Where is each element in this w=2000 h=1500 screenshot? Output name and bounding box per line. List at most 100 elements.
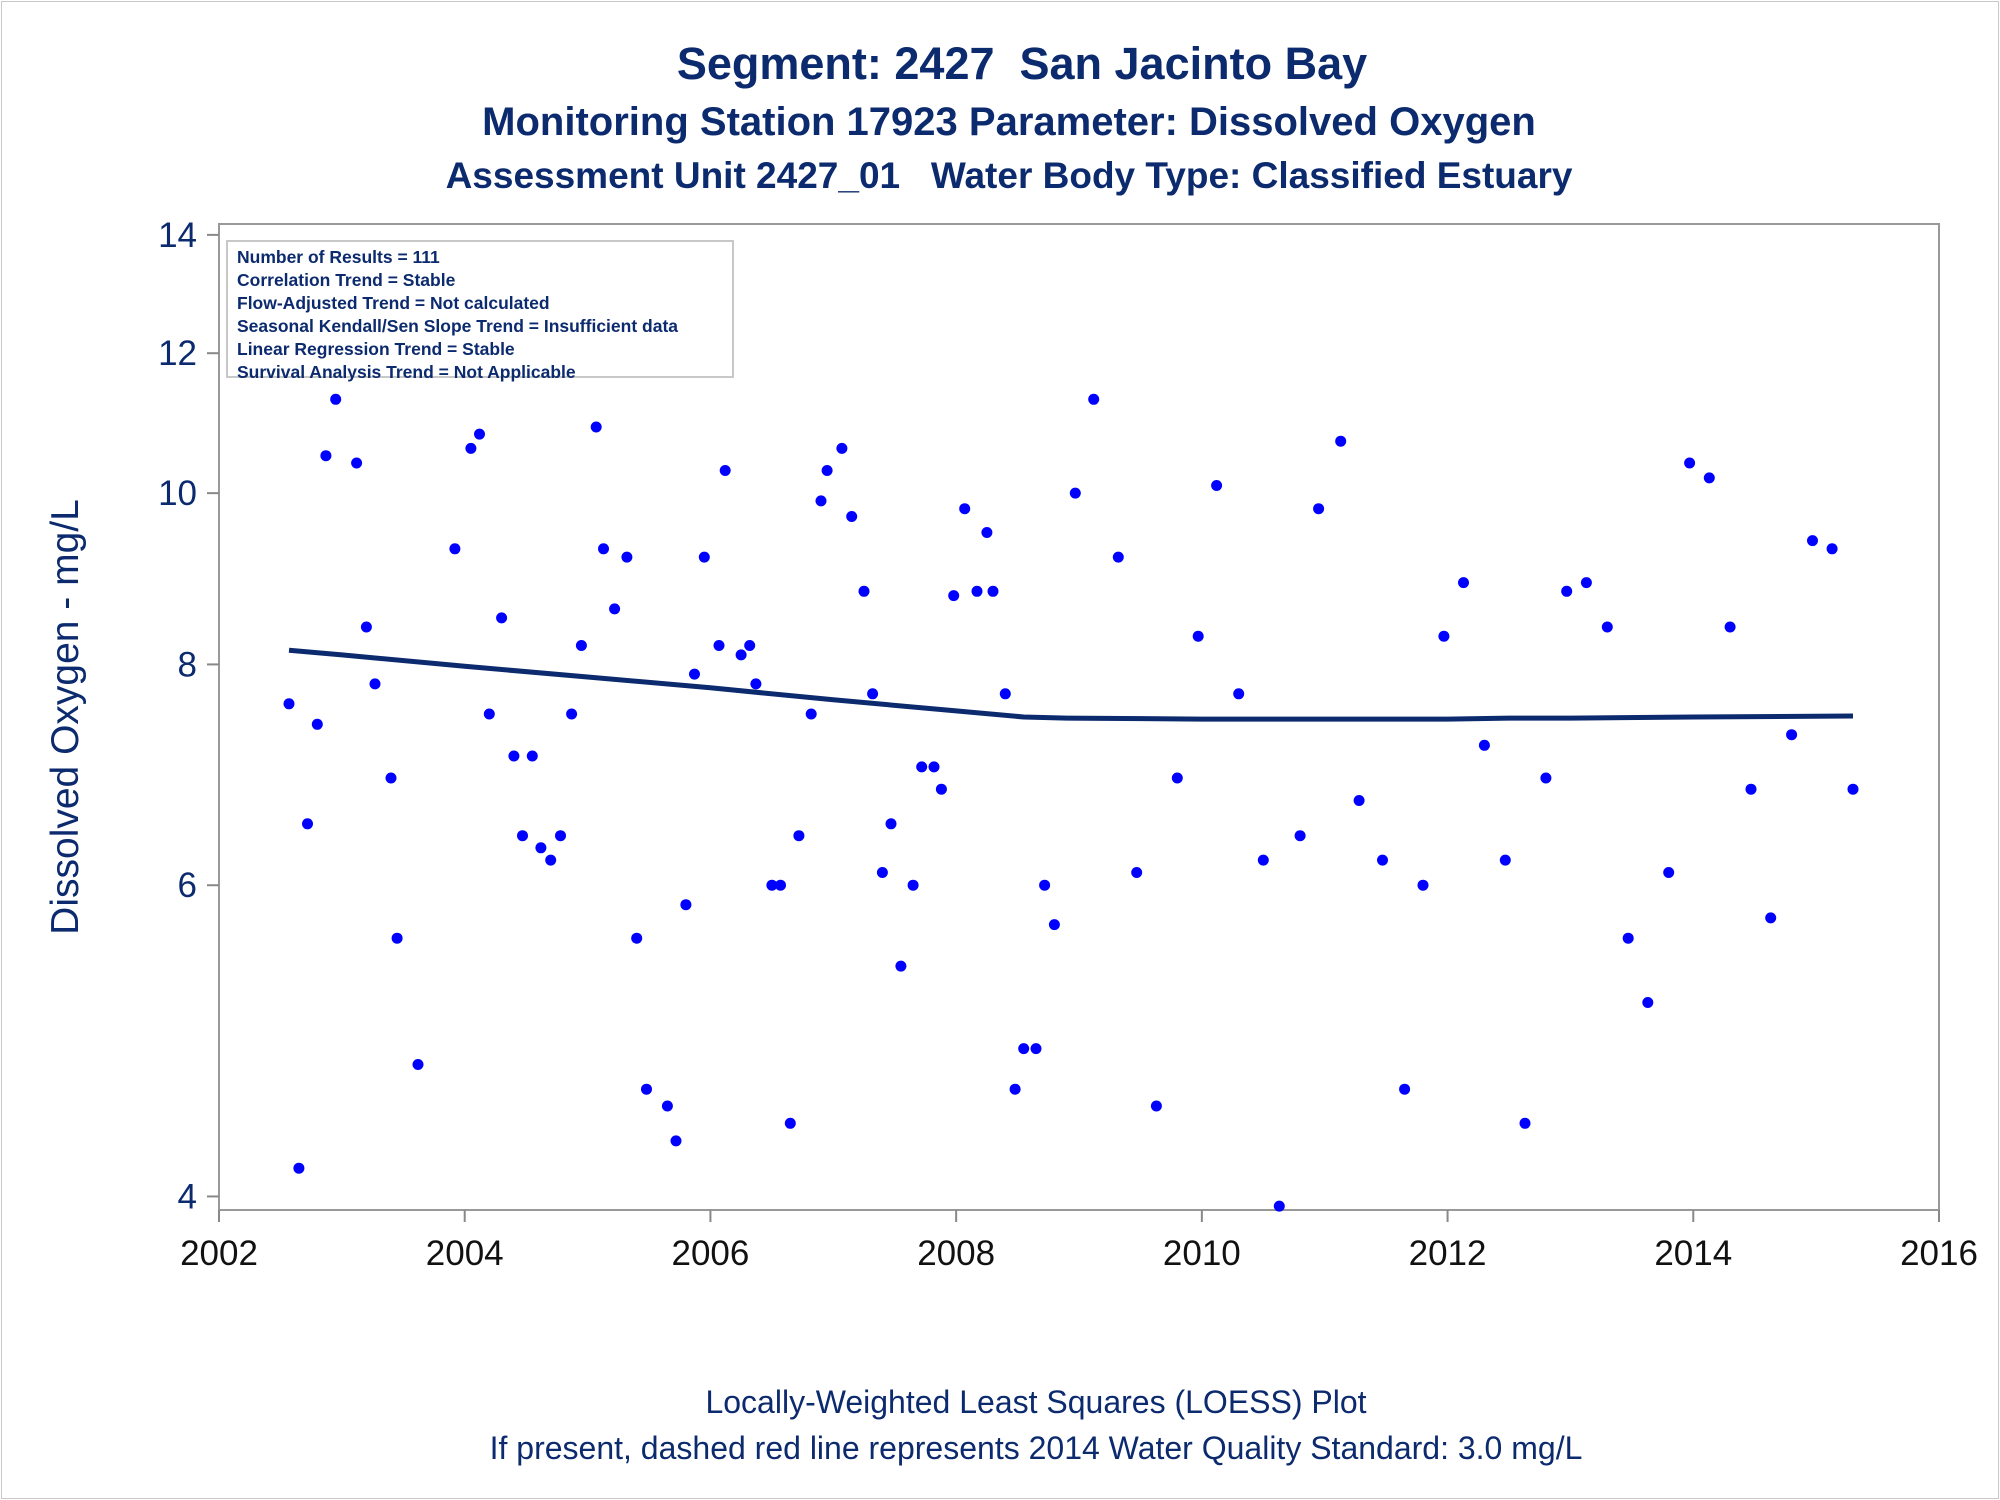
data-point	[526, 750, 538, 762]
data-point	[631, 932, 643, 944]
data-point	[1745, 783, 1757, 795]
data-point	[1313, 503, 1325, 515]
data-point	[1417, 879, 1429, 891]
data-point	[391, 932, 403, 944]
data-point	[971, 585, 983, 597]
y-tick-label: 6	[178, 866, 197, 905]
data-point	[555, 830, 566, 842]
stats-box: Number of Results = 111 Correlation Tren…	[226, 240, 734, 382]
data-point	[369, 678, 381, 690]
data-point	[1622, 932, 1634, 944]
stats-seasonal-kendall: Seasonal Kendall/Sen Slope Trend = Insuf…	[237, 316, 679, 336]
data-point	[1112, 551, 1124, 563]
y-tick-label: 4	[178, 1177, 197, 1216]
data-point	[598, 543, 609, 555]
data-point	[1048, 919, 1060, 931]
data-point	[1257, 854, 1269, 866]
data-point	[283, 698, 295, 710]
data-point	[999, 688, 1011, 700]
data-point	[1786, 729, 1798, 741]
data-point	[867, 688, 879, 700]
y-tick-label: 14	[158, 216, 197, 255]
data-point	[1807, 535, 1818, 547]
x-tick-label: 2002	[180, 1234, 258, 1273]
data-point	[680, 899, 692, 911]
data-point	[1377, 854, 1388, 866]
data-point	[590, 421, 602, 433]
data-point	[517, 830, 528, 842]
data-point	[719, 465, 731, 476]
data-point	[766, 879, 778, 891]
data-point	[1765, 912, 1777, 924]
data-point	[545, 854, 557, 866]
data-point	[412, 1059, 424, 1070]
data-point	[1353, 795, 1365, 806]
data-point	[928, 761, 940, 773]
data-point	[1088, 393, 1100, 405]
y-tick-label: 8	[178, 645, 197, 684]
x-tick-label: 2016	[1900, 1234, 1978, 1273]
x-tick-label: 2004	[426, 1234, 504, 1273]
data-point	[750, 678, 762, 690]
data-point	[948, 590, 960, 602]
data-point	[621, 551, 633, 563]
data-point	[981, 527, 993, 538]
data-point	[784, 1117, 796, 1129]
data-point	[1018, 1043, 1030, 1055]
x-tick-label: 2010	[1163, 1234, 1241, 1273]
data-point	[302, 818, 313, 830]
data-point	[1009, 1083, 1021, 1095]
stats-flow-adjusted: Flow-Adjusted Trend = Not calculated	[237, 293, 550, 313]
data-point	[735, 649, 747, 661]
chart-subtitle: Monitoring Station 17923 Parameter: Diss…	[482, 100, 1536, 144]
data-point	[1294, 830, 1306, 842]
data-point	[1211, 480, 1223, 491]
data-point	[744, 640, 756, 651]
data-point	[1499, 854, 1511, 866]
data-point	[815, 495, 827, 507]
data-point	[959, 503, 971, 515]
y-tick-label: 12	[158, 334, 197, 373]
data-point	[1171, 772, 1183, 784]
data-point	[916, 761, 928, 773]
data-point	[1273, 1200, 1285, 1212]
data-point	[895, 960, 907, 972]
data-point	[293, 1162, 305, 1174]
x-tick-label: 2008	[917, 1234, 995, 1273]
data-point	[385, 772, 397, 784]
chart-title: Segment: 2427 San Jacinto Bay	[676, 38, 1368, 89]
data-point	[609, 603, 621, 615]
data-point	[535, 842, 547, 854]
y-axis: 4 6 8 10 12 14	[158, 216, 219, 1216]
data-point	[508, 750, 520, 762]
chart-subtitle-2: Assessment Unit 2427_01 Water Body Type:…	[445, 155, 1573, 196]
data-point	[1233, 688, 1245, 700]
data-point	[1684, 457, 1696, 469]
data-point	[821, 465, 833, 476]
data-point	[330, 393, 342, 405]
data-point	[876, 867, 888, 878]
data-point	[1580, 577, 1592, 589]
y-axis-label: Dissolved Oxygen - mg/L	[44, 499, 87, 935]
data-point	[1039, 879, 1051, 891]
data-point	[805, 708, 817, 720]
data-point	[465, 442, 477, 454]
footnote-standard: If present, dashed red line represents 2…	[489, 1430, 1583, 1466]
data-point	[1642, 997, 1654, 1008]
data-point	[775, 879, 786, 891]
data-point	[1724, 621, 1736, 633]
data-point	[689, 668, 700, 680]
loess-line	[288, 647, 1854, 722]
x-tick-label: 2006	[671, 1234, 749, 1273]
data-point	[1438, 630, 1450, 642]
data-point	[713, 640, 725, 651]
data-point	[836, 442, 848, 454]
plot-area	[218, 223, 1940, 1211]
data-point	[449, 543, 461, 555]
data-point	[885, 818, 897, 830]
data-point	[1399, 1083, 1411, 1095]
footnote-method: Locally-Weighted Least Squares (LOESS) P…	[705, 1384, 1367, 1420]
data-point	[474, 428, 485, 440]
data-point	[987, 585, 999, 597]
data-point	[858, 585, 870, 597]
